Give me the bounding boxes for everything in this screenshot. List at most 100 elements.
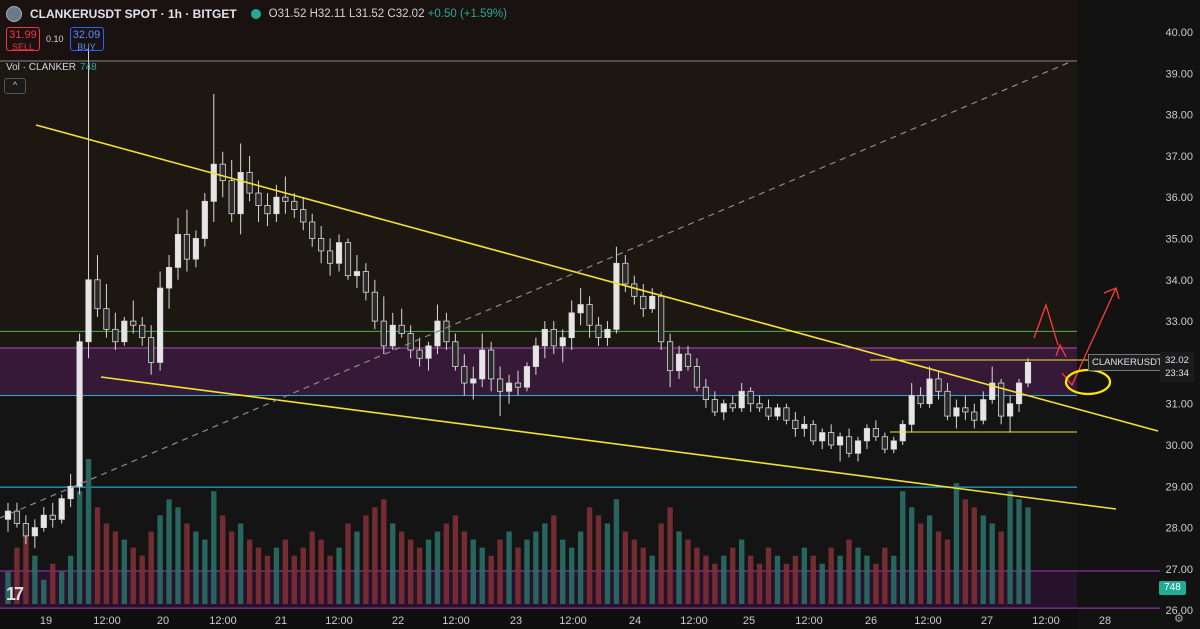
candle-body bbox=[443, 320, 450, 343]
volume-bar bbox=[211, 491, 217, 604]
candle-body bbox=[881, 436, 888, 450]
candle-body bbox=[255, 192, 262, 206]
volume-bar bbox=[470, 539, 476, 604]
candle-body bbox=[425, 345, 432, 359]
volume-bar bbox=[774, 555, 781, 604]
collapse-chevron-icon[interactable]: ^ bbox=[4, 78, 26, 94]
volume-bar bbox=[586, 507, 593, 604]
volume-bar bbox=[273, 547, 280, 604]
volume-bar bbox=[676, 531, 682, 604]
candle-body bbox=[470, 378, 477, 384]
time-axis[interactable]: 19 12:00 20 12:00 21 12:00 22 12:00 23 12:00 24 12:… bbox=[40, 615, 1111, 627]
volume-bar bbox=[443, 523, 450, 604]
candle-body bbox=[300, 209, 307, 223]
candle-body bbox=[398, 324, 405, 334]
buy-button[interactable]: 32.09 BUY bbox=[69, 27, 104, 52]
price-axis[interactable]: 40.00 39.00 38.00 37.00 36.00 35.00 34.00 33.00… bbox=[1165, 27, 1193, 617]
candle-body bbox=[219, 163, 226, 182]
candle-body bbox=[514, 382, 522, 388]
candle-body bbox=[720, 403, 727, 413]
sell-button[interactable]: 31.99 SELL bbox=[6, 27, 40, 52]
candle-body bbox=[801, 423, 808, 429]
volume-bar bbox=[631, 539, 637, 604]
time-tick-label: 20 bbox=[157, 615, 169, 627]
market-status-icon bbox=[250, 9, 261, 19]
volume-bar bbox=[264, 555, 271, 604]
candle-body bbox=[389, 324, 396, 347]
volume-bar bbox=[59, 571, 65, 604]
candle-body bbox=[273, 196, 280, 215]
time-tick-label: 19 bbox=[40, 615, 52, 627]
candle-body bbox=[31, 527, 38, 537]
brown-zone bbox=[0, 62, 1077, 397]
candle-body bbox=[130, 320, 137, 326]
candle-body bbox=[103, 308, 110, 330]
candle-body bbox=[192, 238, 199, 260]
volume-bar bbox=[23, 531, 29, 604]
candle-body bbox=[327, 250, 334, 264]
candle-body bbox=[532, 345, 539, 367]
volume-legend[interactable]: Vol · CLANKER 748 bbox=[6, 62, 97, 73]
candle-body bbox=[22, 523, 29, 537]
price-tick-label: 26.00 bbox=[1165, 605, 1193, 617]
symbol-title[interactable]: CLANKERUSDT SPOT · 1h · BITGET bbox=[30, 7, 237, 21]
volume-bar bbox=[944, 539, 951, 604]
time-tick-label: 12:00 bbox=[442, 615, 470, 627]
volume-bar bbox=[551, 515, 557, 604]
volume-bar bbox=[882, 547, 888, 604]
price-tick-label: 39.00 bbox=[1165, 68, 1193, 80]
volume-bar bbox=[747, 555, 754, 604]
settings-gear-icon[interactable]: ⚙ bbox=[1174, 613, 1184, 625]
volume-bar bbox=[604, 523, 611, 604]
candle-body bbox=[452, 341, 459, 367]
candles bbox=[4, 48, 1032, 549]
candle-body bbox=[604, 328, 611, 339]
volume-bar bbox=[85, 459, 92, 604]
volume-bar bbox=[193, 531, 199, 604]
price-tick-label: 31.00 bbox=[1165, 399, 1193, 411]
candle-body bbox=[613, 262, 620, 330]
buy-label: BUY bbox=[77, 42, 96, 52]
lower-trendline bbox=[100, 376, 1117, 510]
candle-body bbox=[675, 353, 683, 372]
candle-body bbox=[640, 295, 647, 310]
candle-body bbox=[863, 428, 871, 442]
candle-body bbox=[264, 205, 271, 215]
price-tick-label: 28.00 bbox=[1165, 523, 1193, 535]
volume-bar bbox=[220, 515, 226, 604]
candle-body bbox=[649, 295, 656, 310]
price-tick-label: 37.00 bbox=[1165, 151, 1193, 163]
candle-body bbox=[550, 328, 557, 347]
candle-body bbox=[541, 328, 548, 347]
candle-body bbox=[962, 407, 969, 413]
volume-bar bbox=[667, 507, 673, 604]
chart-header: CLANKERUSDT SPOT · 1h · BITGET O31.52 H3… bbox=[6, 6, 507, 22]
volume-bar bbox=[613, 499, 620, 604]
volume-bar bbox=[103, 523, 110, 604]
candle-body bbox=[112, 328, 119, 343]
candle-body bbox=[684, 353, 692, 367]
volume-bar bbox=[855, 547, 861, 604]
time-tick-label: 23 bbox=[510, 615, 522, 627]
volume-bar bbox=[560, 539, 566, 604]
volume-bar bbox=[524, 539, 530, 604]
volume-bar bbox=[345, 523, 351, 604]
volume-bar bbox=[76, 491, 83, 604]
candle-body bbox=[228, 180, 235, 215]
candle-body bbox=[765, 407, 772, 417]
price-tick-label: 36.00 bbox=[1165, 192, 1193, 204]
candle-body bbox=[76, 341, 83, 487]
volume-bar bbox=[801, 547, 807, 604]
candle-body bbox=[49, 514, 56, 520]
volume-bar bbox=[1007, 491, 1013, 604]
candle-body bbox=[747, 390, 754, 405]
volume-bar bbox=[488, 555, 494, 604]
volume-bar bbox=[32, 555, 38, 604]
price-axis-background bbox=[1077, 0, 1200, 629]
volume-bar bbox=[175, 507, 181, 604]
candle-body bbox=[157, 287, 164, 363]
candle-body bbox=[488, 349, 495, 380]
price-tick-label: 29.00 bbox=[1165, 481, 1193, 493]
time-tick-label: 25 bbox=[743, 615, 755, 627]
